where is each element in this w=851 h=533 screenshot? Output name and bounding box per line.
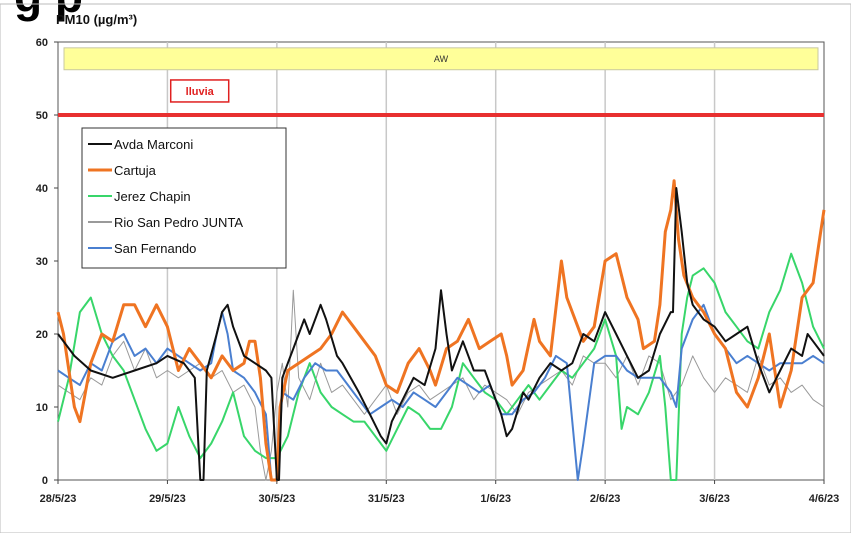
y-tick-label: 30	[36, 256, 48, 268]
y-tick-label: 20	[36, 329, 48, 341]
axis-layer: 0 10 20 30 40 50 60 28/5/23 29/5/23 30/5/23 31/5/2…	[36, 37, 840, 505]
legend-entry: San Fernando	[114, 241, 196, 256]
series-line-rio-san-pedro-junta	[57, 289, 825, 481]
x-tick-label: 30/5/23	[259, 493, 296, 505]
x-tick-label: 3/6/23	[699, 493, 730, 505]
legend-entry: Avda Marconi	[114, 137, 193, 152]
band-layer: AW lluvia	[58, 47, 824, 117]
x-tick-label: 4/6/23	[809, 493, 840, 505]
y-tick-label: 60	[36, 37, 48, 49]
series-line-jerez-chapin	[57, 252, 825, 481]
y-axis-title: PM10 (µg/m³)	[56, 12, 137, 27]
series-line-san-fernando	[57, 303, 825, 481]
y-tick-label: 0	[42, 475, 48, 487]
rain-label-box	[169, 79, 230, 103]
advection-band	[63, 47, 819, 71]
legend-entry: Rio San Pedro JUNTA	[114, 215, 243, 230]
x-tick-label: 31/5/23	[368, 493, 405, 505]
series-line-avda-marconi	[57, 187, 825, 481]
rain-label: lluvia	[186, 86, 215, 98]
x-tick-label: 2/6/23	[590, 493, 621, 505]
chart-outer-frame	[0, 3, 851, 533]
y-tick-label: 50	[36, 110, 48, 122]
legend: Avda Marconi Cartuja Jerez Chapin Rio San P…	[81, 127, 287, 269]
cropped-heading-fragment: g p	[14, 0, 83, 22]
x-tick-label: 29/5/23	[149, 493, 186, 505]
x-tick-label: 28/5/23	[40, 493, 77, 505]
y-tick-label: 40	[36, 183, 48, 195]
y-tick-label: 10	[36, 402, 48, 414]
legend-entry: Jerez Chapin	[114, 189, 191, 204]
legend-entry: Cartuja	[114, 163, 157, 178]
advection-band-label: AW	[434, 54, 449, 64]
x-tick-label: 1/6/23	[480, 493, 511, 505]
series-layer	[56, 179, 826, 482]
legend-box	[81, 127, 287, 269]
